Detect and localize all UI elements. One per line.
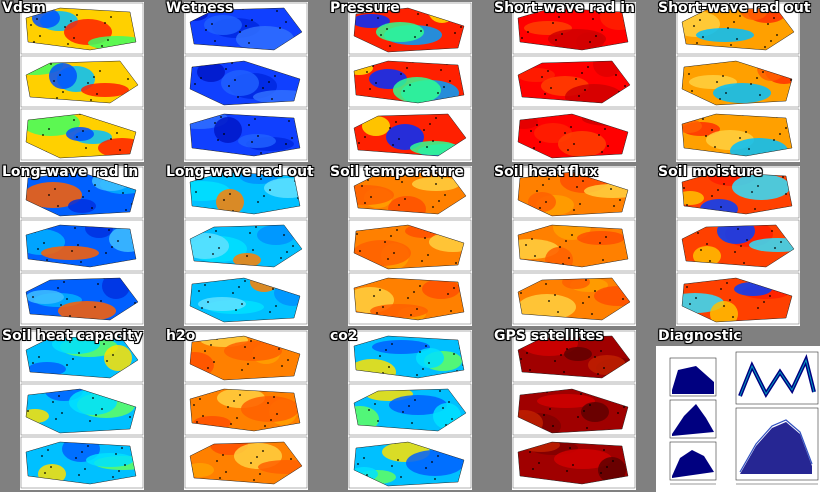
panel-title: Short-wave rad out [658,0,811,16]
panel-shortwave-rad-in[interactable]: Short-wave rad in [492,0,656,164]
subplot [348,219,472,272]
subplot [676,166,800,219]
subplot [20,166,144,219]
map-thumbnail [20,330,144,490]
panel-vdsm[interactable]: Vdsm [0,0,164,164]
subplot [348,272,472,325]
subplot [20,2,144,55]
subplot [512,272,636,325]
map-thumbnail [512,2,636,162]
subplot [676,272,800,325]
subplot [348,2,472,55]
subplot [184,219,308,272]
subplot [348,166,472,219]
subplot [20,272,144,325]
diagnostic-thumbnail [656,346,820,492]
map-thumbnail [20,166,144,326]
panel-diagnostic[interactable]: Diagnostic [656,328,820,492]
panel-title: Wetness [166,0,234,16]
panel-title: h2o [166,328,196,344]
subplot [512,55,636,108]
subplot [20,436,144,489]
panel-title: Vdsm [2,0,46,16]
subplot [676,108,800,161]
panel-h2o[interactable]: h2o [164,328,328,492]
panel-pressure[interactable]: Pressure [328,0,492,164]
map-thumbnail [348,330,472,490]
subplot [512,2,636,55]
panel-title: Diagnostic [658,328,742,344]
panel-title: GPS satellites [494,328,604,344]
subplot [348,330,472,383]
panel-title: Long-wave rad in [2,164,139,180]
panel-title: Soil heat capacity [2,328,143,344]
subplot [184,108,308,161]
subplot [348,383,472,436]
panel-title: co2 [330,328,358,344]
subplot [184,272,308,325]
subplot [512,166,636,219]
map-thumbnail [512,330,636,490]
panel-longwave-rad-in[interactable]: Long-wave rad in [0,164,164,328]
subplot [348,55,472,108]
subplot [348,436,472,489]
panel-title: Long-wave rad out [166,164,314,180]
panel-gps-satellites[interactable]: GPS satellites [492,328,656,492]
subplot [184,436,308,489]
subplot [512,383,636,436]
subplot [348,108,472,161]
panel-shortwave-rad-out[interactable]: Short-wave rad out [656,0,820,164]
subplot [512,219,636,272]
subplot [184,166,308,219]
subplot [512,108,636,161]
panel-soil-moisture[interactable]: Soil moisture [656,164,820,328]
subplot [676,55,800,108]
subplot [184,383,308,436]
map-thumbnail [348,2,472,162]
map-thumbnail [184,166,308,326]
map-thumbnail [676,166,800,326]
panel-wetness[interactable]: Wetness [164,0,328,164]
subplot [20,330,144,383]
panel-title: Soil heat flux [494,164,599,180]
panel-title: Soil temperature [330,164,464,180]
subplot [512,436,636,489]
panel-title: Pressure [330,0,400,16]
panel-title: Short-wave rad in [494,0,635,16]
panel-longwave-rad-out[interactable]: Long-wave rad out [164,164,328,328]
subplot [20,55,144,108]
panel-title: Soil moisture [658,164,763,180]
map-thumbnail [20,2,144,162]
panel-soil-heat-flux[interactable]: Soil heat flux [492,164,656,328]
subplot [184,2,308,55]
map-thumbnail [184,330,308,490]
diagnostic-plot [669,351,819,485]
subplot [20,383,144,436]
map-thumbnail [184,2,308,162]
map-thumbnail [676,2,800,162]
panel-soil-temperature[interactable]: Soil temperature [328,164,492,328]
panel-co2[interactable]: co2 [328,328,492,492]
map-thumbnail [512,166,636,326]
subplot [20,219,144,272]
subplot [184,330,308,383]
subplot [676,2,800,55]
subplot [184,55,308,108]
map-thumbnail [348,166,472,326]
subplot [20,108,144,161]
subplot [676,219,800,272]
panel-soil-heat-capacity[interactable]: Soil heat capacity [0,328,164,492]
subplot [512,330,636,383]
